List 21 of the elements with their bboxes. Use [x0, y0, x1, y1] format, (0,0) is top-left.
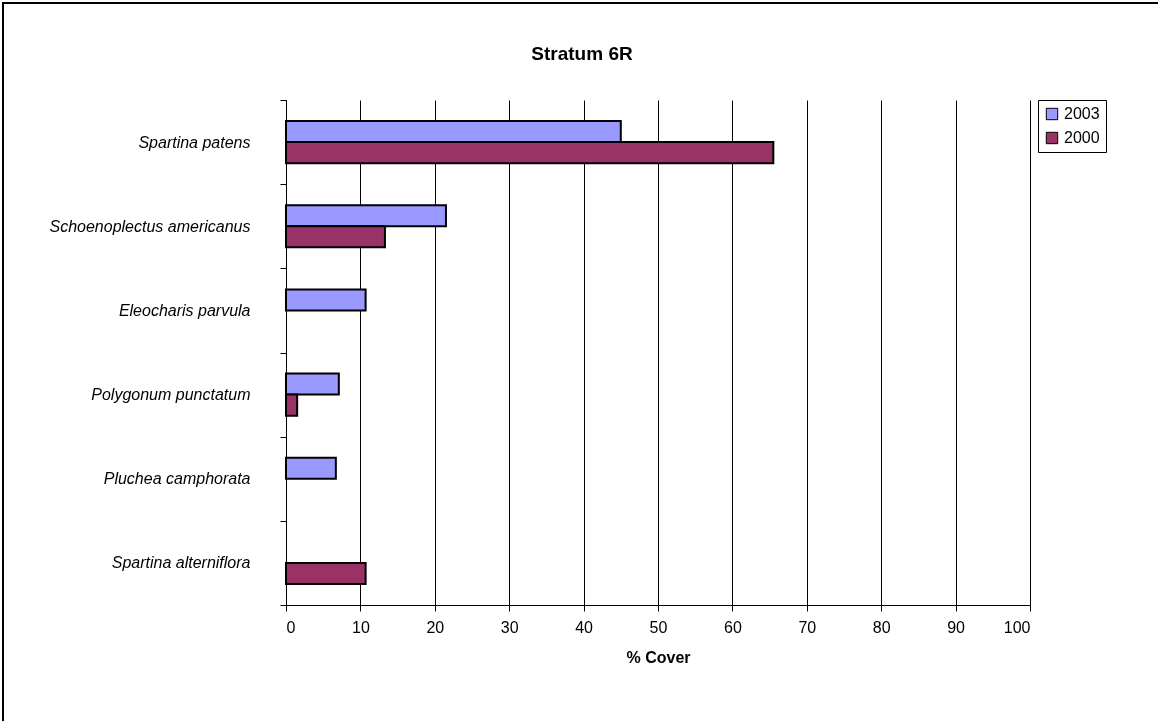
x-tick-label: 30: [500, 618, 519, 636]
legend-label: 2003: [1064, 105, 1100, 122]
x-tick-label: 40: [575, 618, 594, 636]
y-tick-label: Schoenoplectus americanus: [49, 217, 251, 235]
legend-label: 2000: [1064, 129, 1100, 146]
x-tick-label: 20: [426, 618, 445, 636]
y-tick-label: Polygonum punctatum: [91, 386, 251, 404]
y-tick-label: Spartina patens: [138, 133, 251, 151]
x-tick-label: 80: [872, 618, 891, 636]
y-tick-label: Eleocharis parvula: [118, 301, 251, 319]
x-tick-label: 100: [1003, 618, 1031, 636]
y-tick-label: Spartina alterniflora: [111, 554, 251, 572]
x-tick-label: 10: [352, 618, 370, 636]
x-tick-label: 0: [286, 618, 296, 636]
x-axis-title: % Cover: [626, 648, 691, 666]
x-tick-label: 90: [947, 618, 966, 636]
chart-title: Stratum 6R: [531, 43, 633, 64]
y-tick-label: Pluchea camphorata: [103, 470, 251, 488]
x-tick-label: 70: [798, 618, 817, 636]
x-tick-label: 60: [724, 618, 742, 636]
x-tick-label: 50: [649, 618, 668, 636]
